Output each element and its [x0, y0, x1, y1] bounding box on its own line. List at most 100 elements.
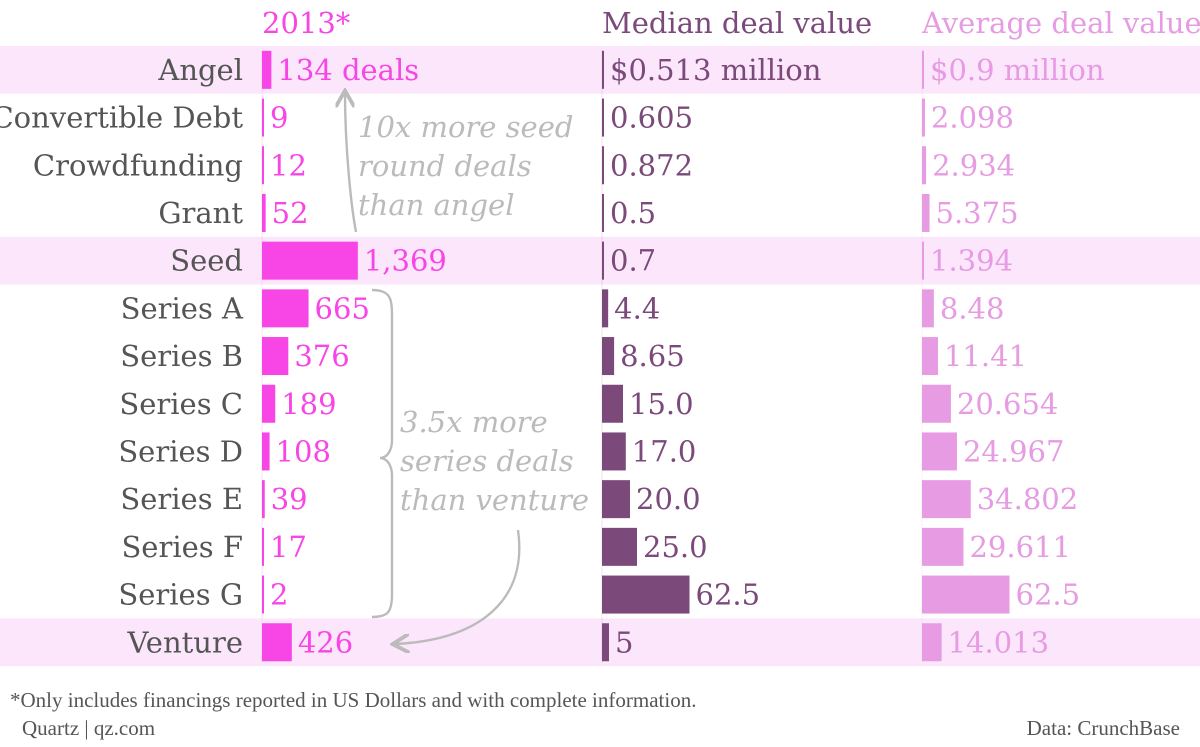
value-label-average-series-e: 34.802 [977, 482, 1078, 516]
annotation-text-series-line-1: 3.5x more [400, 405, 548, 439]
bar-deals-convertible-debt [262, 98, 264, 137]
value-label-deals-crowdfunding: 12 [270, 148, 307, 182]
bar-deals-series-a [262, 289, 309, 328]
bar-median-angel [602, 50, 604, 89]
value-label-average-crowdfunding: 2.934 [932, 148, 1015, 182]
value-label-deals-grant: 52 [272, 196, 309, 230]
bar-average-crowdfunding [922, 146, 927, 185]
footnote: *Only includes financings reported in US… [10, 688, 697, 712]
bar-deals-angel [262, 50, 272, 89]
category-label-series-e: Series E [120, 482, 243, 516]
value-label-median-series-g: 62.5 [696, 578, 761, 612]
category-label-crowdfunding: Crowdfunding [33, 148, 243, 182]
bar-average-series-d [922, 432, 957, 471]
bar-deals-series-c [262, 384, 276, 423]
value-label-median-series-b: 8.65 [620, 339, 685, 373]
value-label-average-convertible-debt: 2.098 [931, 101, 1014, 135]
bar-median-crowdfunding [602, 146, 604, 185]
category-label-series-d: Series D [118, 434, 243, 468]
annotation-text-seed-line-2: round deals [358, 149, 532, 183]
bar-average-angel [922, 50, 924, 89]
category-label-grant: Grant [158, 196, 243, 230]
bar-average-convertible-debt [922, 98, 925, 137]
category-label-seed: Seed [170, 244, 243, 278]
bar-median-series-e [602, 480, 630, 519]
value-label-deals-venture: 426 [298, 625, 353, 659]
value-label-deals-series-a: 665 [315, 291, 370, 325]
bar-median-grant [602, 193, 604, 232]
value-label-deals-series-d: 108 [276, 434, 331, 468]
bar-median-series-c [602, 384, 623, 423]
row-highlight-angel [0, 46, 1200, 94]
value-label-deals-seed: 1,369 [364, 244, 447, 278]
value-label-deals-series-c: 189 [281, 387, 336, 421]
row-highlight-venture [0, 618, 1200, 667]
bar-average-series-f [922, 527, 964, 566]
value-label-average-series-a: 8.48 [940, 291, 1005, 325]
annotation-text-series-line-3: than venture [400, 483, 589, 517]
value-label-deals-series-f: 17 [270, 530, 307, 564]
category-label-venture: Venture [127, 625, 243, 659]
bar-average-venture [922, 623, 942, 662]
bar-median-series-b [602, 337, 615, 376]
bar-median-seed [602, 241, 604, 280]
source-credit: Quartz | qz.com [22, 716, 156, 740]
annotation-text-seed-line-1: 10x more seed [358, 110, 573, 144]
value-label-deals-series-e: 39 [271, 482, 308, 516]
value-label-median-series-d: 17.0 [632, 434, 697, 468]
bar-median-convertible-debt [602, 98, 604, 137]
bar-deals-series-b [262, 337, 289, 376]
value-label-median-crowdfunding: 0.872 [610, 148, 693, 182]
category-label-convertible-debt: Convertible Debt [0, 101, 243, 135]
annotation-text-series-line-2: series deals [400, 444, 574, 478]
value-label-deals-series-b: 376 [294, 339, 349, 373]
value-label-median-seed: 0.7 [610, 244, 656, 278]
value-label-average-angel: $0.9 million [930, 53, 1105, 87]
data-credit: Data: CrunchBase [1026, 716, 1180, 740]
value-label-deals-series-g: 2 [270, 578, 288, 612]
bar-deals-venture [262, 623, 292, 662]
value-label-median-venture: 5 [615, 625, 633, 659]
value-label-median-convertible-debt: 0.605 [610, 101, 693, 135]
category-label-series-f: Series F [121, 530, 243, 564]
value-label-deals-angel: 134 deals [277, 53, 419, 87]
bar-average-series-g [922, 575, 1010, 614]
value-label-average-series-b: 11.41 [944, 339, 1027, 373]
value-label-median-series-a: 4.4 [614, 291, 660, 325]
bar-deals-series-d [262, 432, 270, 471]
bar-median-series-f [602, 527, 637, 566]
annotation-arrow-series-venture [395, 529, 521, 644]
bar-deals-series-e [262, 480, 265, 519]
row-highlight-seed [0, 236, 1200, 285]
bar-deals-seed [262, 241, 358, 280]
bar-deals-series-g [262, 575, 264, 614]
category-label-angel: Angel [157, 53, 243, 87]
value-label-median-series-f: 25.0 [643, 530, 708, 564]
bar-median-venture [602, 623, 609, 662]
annotation-bracket-series [371, 288, 394, 619]
value-label-average-series-f: 29.611 [969, 530, 1070, 564]
column-header-deals: 2013* [262, 6, 351, 40]
category-label-series-b: Series B [120, 339, 243, 373]
annotation-text-seed-line-3: than angel [358, 188, 514, 222]
deal-chart: 2013* Median deal value Average deal value… [0, 6, 1200, 667]
value-label-median-series-e: 20.0 [636, 482, 701, 516]
value-label-average-series-g: 62.5 [1016, 578, 1081, 612]
bar-median-series-a [602, 289, 609, 328]
bar-average-series-e [922, 480, 971, 519]
value-label-deals-convertible-debt: 9 [270, 101, 288, 135]
value-label-median-series-c: 15.0 [629, 387, 694, 421]
bar-average-grant [922, 193, 930, 232]
value-label-median-grant: 0.5 [610, 196, 656, 230]
bar-average-seed [922, 241, 924, 280]
category-label-series-c: Series C [119, 387, 243, 421]
value-label-average-seed: 1.394 [930, 244, 1013, 278]
bar-deals-crowdfunding [262, 146, 264, 185]
bar-median-series-d [602, 432, 626, 471]
bar-deals-grant [262, 193, 266, 232]
column-header-average: Average deal value [921, 6, 1200, 40]
value-label-average-venture: 14.013 [948, 625, 1049, 659]
value-label-average-grant: 5.375 [936, 196, 1019, 230]
bar-average-series-a [922, 289, 934, 328]
category-label-series-a: Series A [121, 291, 244, 325]
